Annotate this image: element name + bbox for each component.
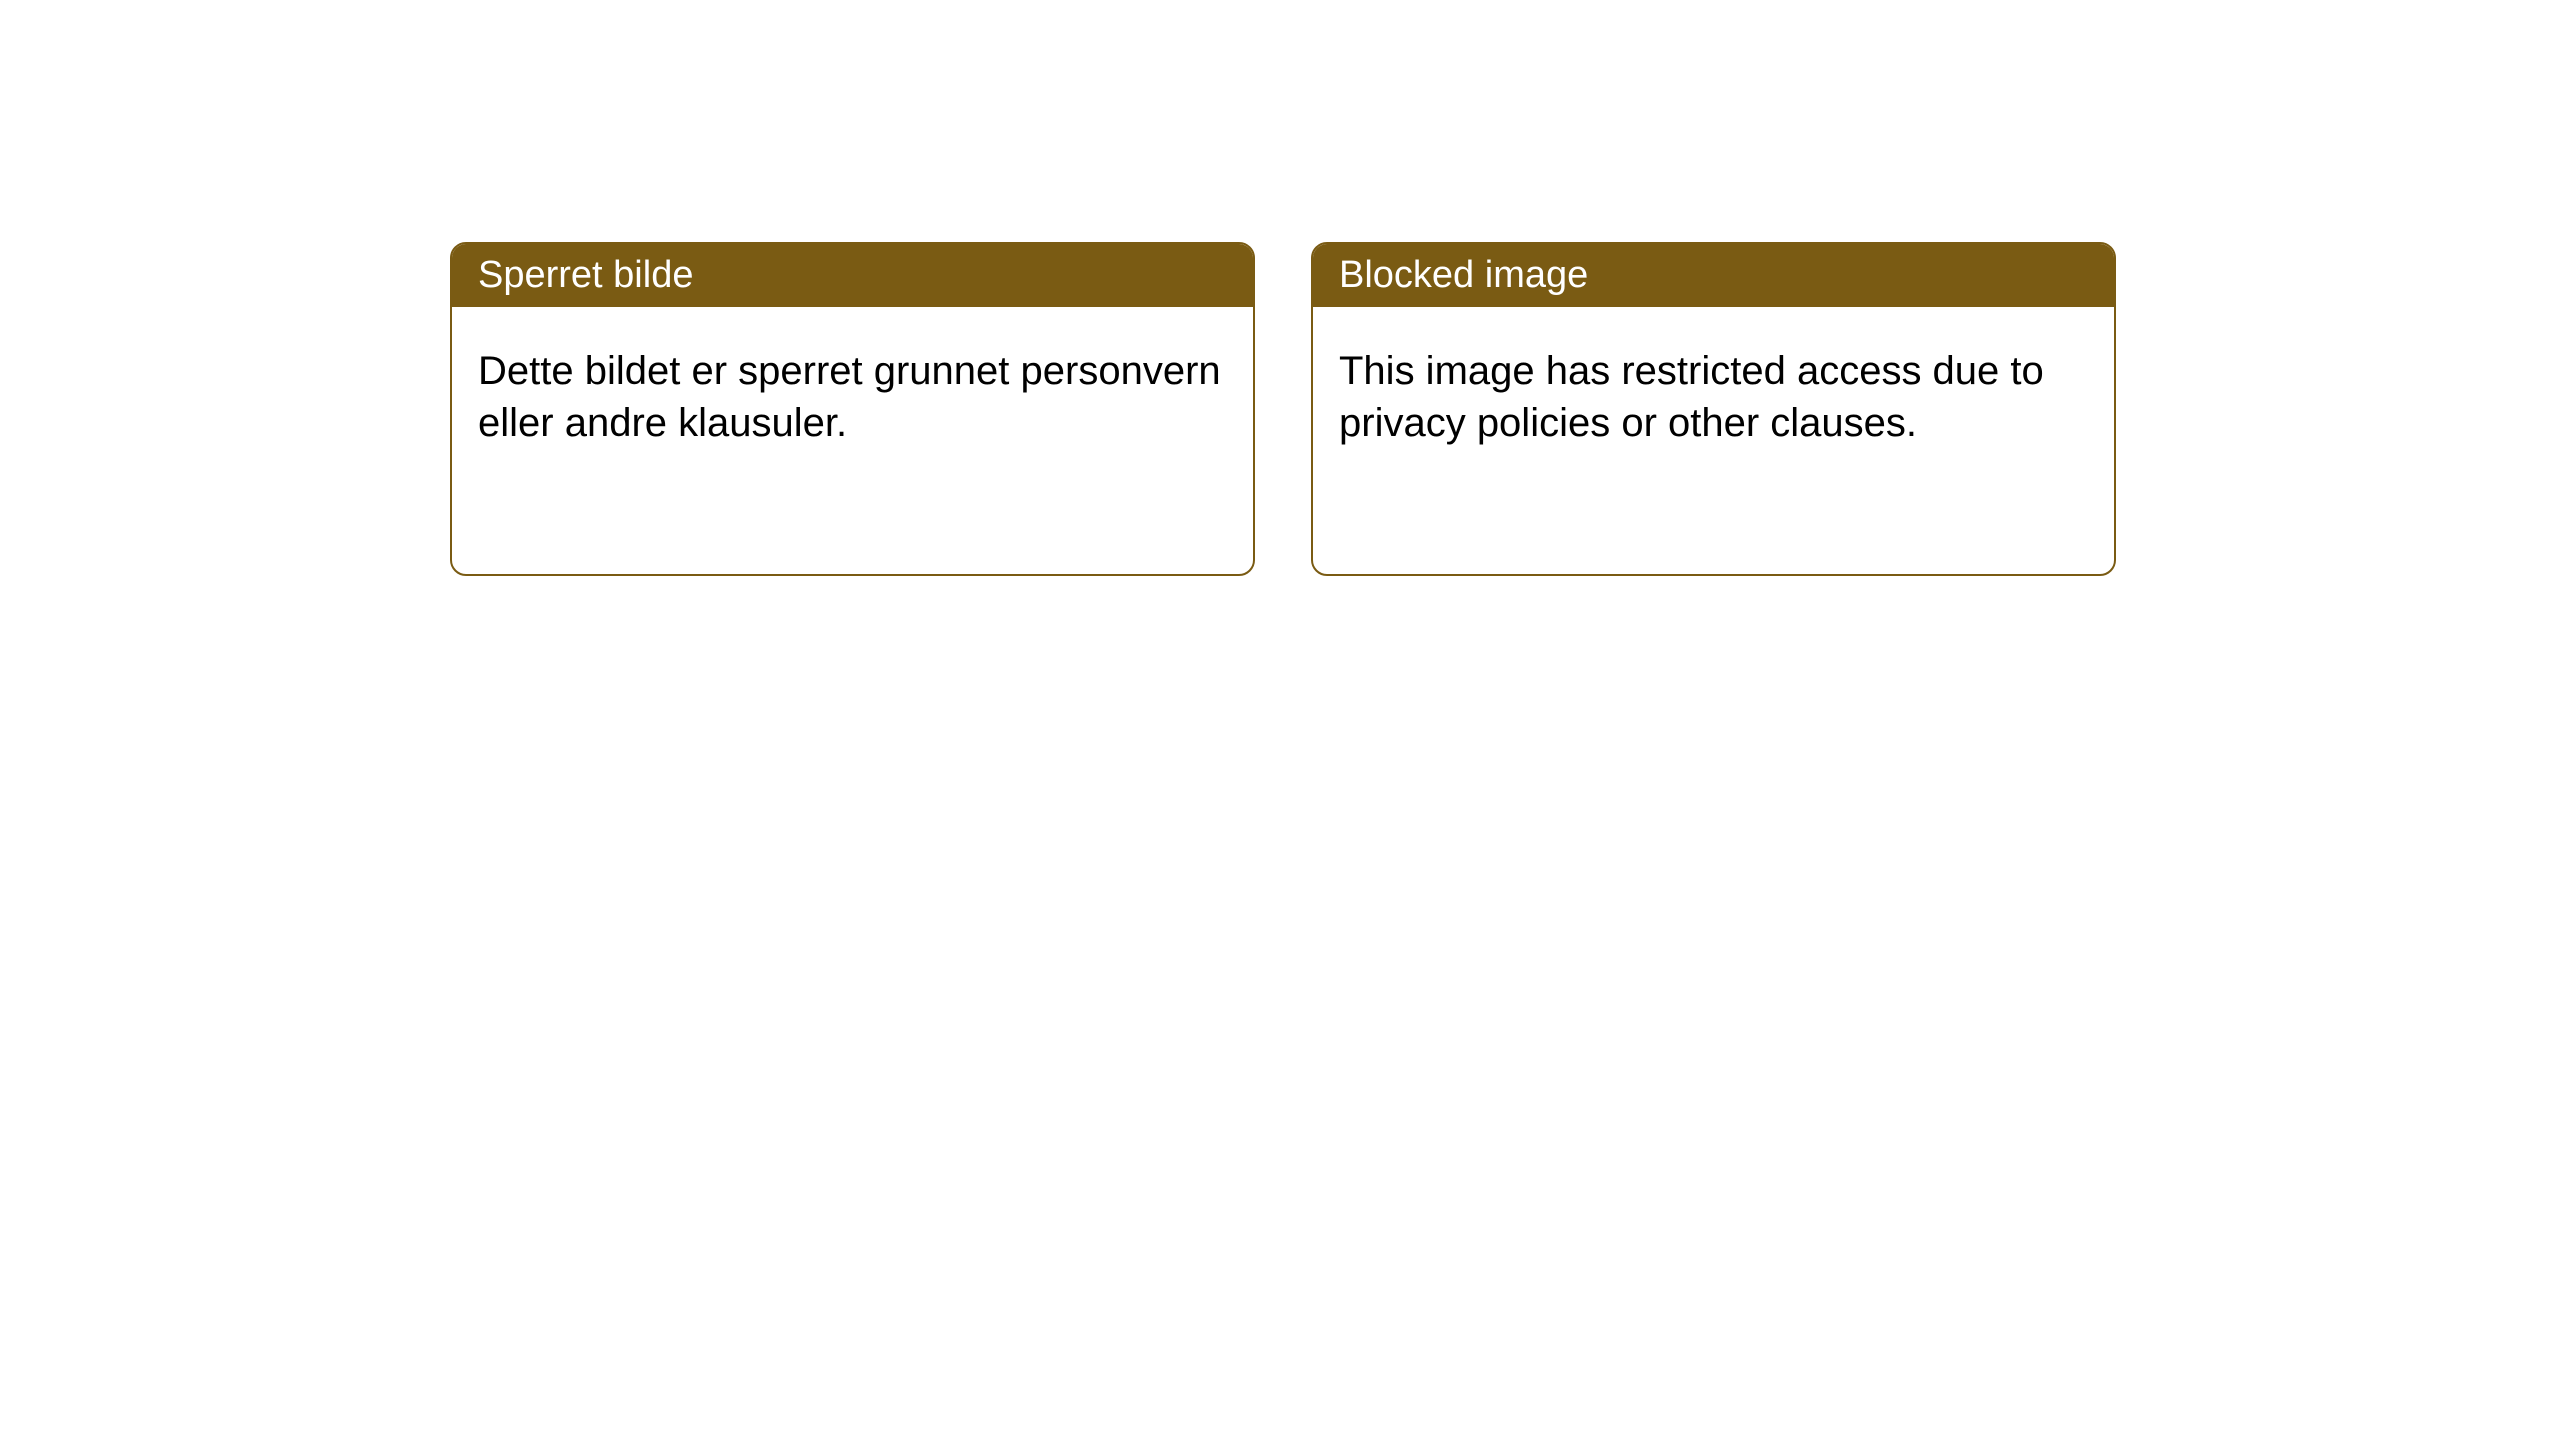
notice-header: Sperret bilde: [452, 244, 1253, 307]
blocked-image-notice-no: Sperret bilde Dette bildet er sperret gr…: [450, 242, 1255, 576]
notice-body: Dette bildet er sperret grunnet personve…: [452, 307, 1253, 487]
notice-body: This image has restricted access due to …: [1313, 307, 2114, 487]
notice-header: Blocked image: [1313, 244, 2114, 307]
blocked-image-notice-en: Blocked image This image has restricted …: [1311, 242, 2116, 576]
notice-container: Sperret bilde Dette bildet er sperret gr…: [0, 0, 2560, 576]
